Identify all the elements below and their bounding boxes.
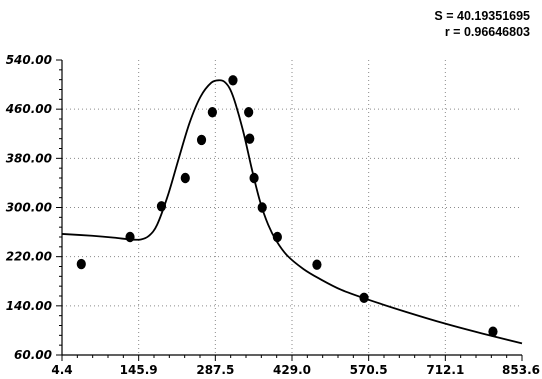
data-point (196, 134, 207, 146)
r-statistic: r = 0.96646803 (444, 25, 530, 39)
data-point (249, 172, 259, 184)
data-point (125, 231, 135, 243)
y-tick-label: 300.00 (6, 201, 52, 215)
x-tick-label: 570.5 (350, 363, 388, 377)
data-point (228, 75, 238, 86)
x-tick-label: 853.6 (502, 363, 540, 377)
y-tick-label: 220.00 (6, 250, 52, 264)
data-point (76, 258, 86, 270)
x-tick-label: 287.5 (196, 363, 234, 377)
data-point (359, 292, 369, 304)
y-tick-label: 540.00 (6, 53, 52, 67)
x-tick-label: 712.1 (426, 363, 464, 377)
data-point (180, 172, 190, 184)
data-point (244, 107, 254, 118)
data-point (245, 133, 255, 144)
y-tick-label: 460.00 (5, 102, 52, 116)
y-tick-label: 140.00 (6, 299, 52, 313)
fit-curve (61, 79, 523, 345)
x-tick-label: 429.0 (273, 363, 311, 377)
data-point (156, 201, 167, 212)
data-point (488, 326, 498, 337)
fit-statistics: S = 40.19351695 r = 0.96646803 (434, 8, 530, 40)
x-tick-label: 145.9 (120, 363, 158, 377)
data-point (312, 259, 322, 270)
data-point (272, 231, 282, 243)
y-tick-label: 380.00 (6, 151, 52, 165)
data-point (257, 202, 267, 213)
s-statistic: S = 40.19351695 (434, 9, 530, 23)
y-tick-label: 60.00 (14, 348, 52, 362)
x-tick-label: 4.4 (51, 363, 72, 377)
data-point (207, 107, 217, 118)
